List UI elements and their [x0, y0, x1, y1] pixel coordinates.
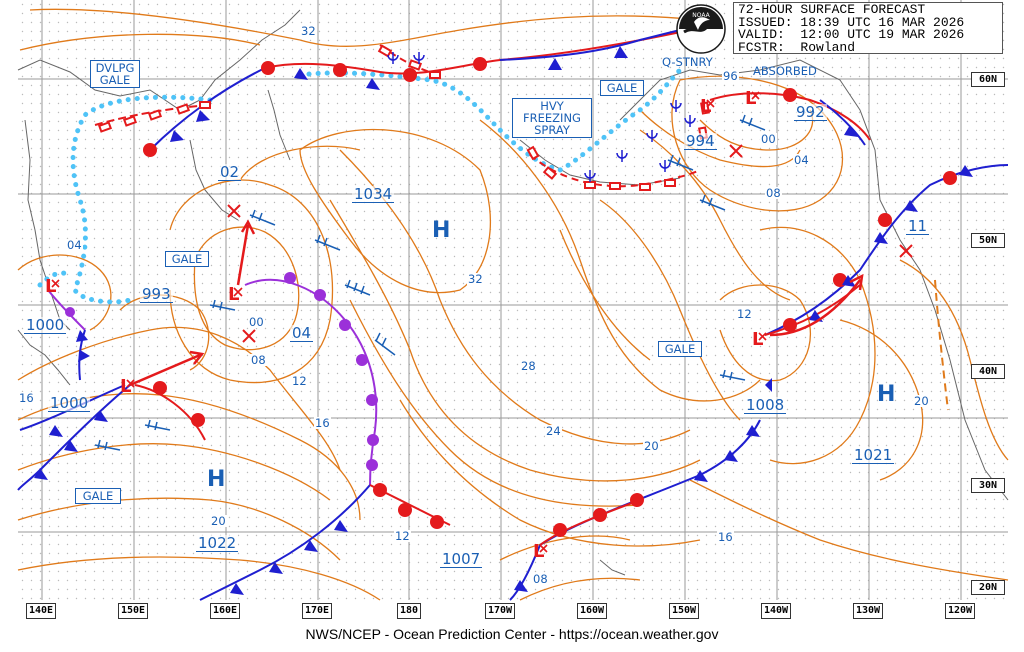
- lon-label-140e: 140E: [26, 603, 57, 619]
- isobar-label-12-east: 12: [736, 307, 753, 321]
- gale-southwest-label: GALE: [75, 488, 121, 504]
- lon-label-130w: 130W: [853, 603, 884, 619]
- pressure-1022: 1022: [196, 534, 239, 552]
- hvy-line-1: HVY: [540, 99, 564, 113]
- high-center-east: H: [877, 382, 896, 407]
- pressure-992: 992: [794, 103, 827, 121]
- lon-label-150w: 150W: [669, 603, 700, 619]
- freezing-spray-markers: [97, 44, 710, 191]
- noaa-logo-text: NOAA: [692, 12, 710, 19]
- pressure-04: 04: [290, 324, 314, 342]
- pressure-1021: 1021: [852, 446, 895, 464]
- icing-symbols: [387, 52, 696, 182]
- low-center-symbols: L L L L L L L: [45, 88, 763, 562]
- lon-label-120w: 120W: [945, 603, 976, 619]
- pressure-994: 994: [684, 132, 717, 150]
- isobar-label-12-low: 12: [291, 374, 308, 388]
- hvy-line-2: FREEZING: [523, 111, 581, 125]
- lat-label-30n: 30N: [971, 478, 1005, 493]
- occluded-front-pips: [65, 272, 379, 471]
- ice-edge: [37, 67, 683, 305]
- low-center-1000-south: L: [120, 376, 131, 397]
- header-line-1: 72-HOUR SURFACE FORECAST: [738, 2, 926, 17]
- low-center-992: L: [745, 88, 756, 109]
- isobar-label-08-south: 08: [532, 572, 549, 586]
- isobar-label-12-south: 12: [394, 529, 411, 543]
- isobar-label-96: 96: [722, 69, 739, 83]
- isobar-label-20-sw: 20: [210, 514, 227, 528]
- lon-label-150e: 150E: [118, 603, 149, 619]
- quasi-stationary-label: Q-STNRY: [662, 55, 713, 69]
- dvlpg-gale-label: DVLPG GALE: [90, 60, 140, 88]
- lon-label-160e: 160E: [210, 603, 241, 619]
- isobar-label-32-north: 32: [300, 24, 317, 38]
- pressure-1000-north: 1000: [24, 316, 67, 334]
- isobar-label-08-low: 08: [250, 353, 267, 367]
- lat-label-60n: 60N: [971, 72, 1005, 87]
- pressure-993: 993: [140, 285, 173, 303]
- forecast-header: 72-HOUR SURFACE FORECAST ISSUED: 18:39 U…: [733, 2, 1003, 54]
- header-line-3: VALID: 12:00 UTC 19 MAR 2026: [738, 27, 965, 43]
- low-center-1007: L: [533, 541, 544, 562]
- isobar-label-16-west: 16: [18, 391, 35, 405]
- isobar-label-00-ne: 00: [760, 132, 777, 146]
- pressure-11: 11: [906, 217, 930, 235]
- isobar-label-08-ne: 08: [765, 186, 782, 200]
- low-center-1000-north: L: [45, 276, 56, 297]
- dvlpg-gale-line-2: GALE: [99, 73, 131, 87]
- isobar-label-16-low: 16: [314, 416, 331, 430]
- isobar-label-04-ne: 04: [793, 153, 810, 167]
- gale-north-label: GALE: [600, 80, 644, 96]
- isobar-label-16-east: 16: [717, 530, 734, 544]
- low-center-1008: L: [752, 329, 763, 350]
- gale-west-label: GALE: [165, 251, 209, 267]
- warm-front-pips: [143, 57, 957, 537]
- isobar-label-20-mid: 20: [643, 439, 660, 453]
- low-center-993: L: [228, 284, 239, 305]
- footer-credit: NWS/NCEP - Ocean Prediction Center - htt…: [305, 626, 719, 642]
- dvlpg-gale-line-1: DVLPG: [95, 61, 135, 75]
- coastlines: [17, 9, 1009, 576]
- lon-label-140w: 140W: [761, 603, 792, 619]
- storm-track-arrows: [129, 219, 864, 387]
- lon-label-160w: 160W: [577, 603, 608, 619]
- isobar-label-24: 24: [545, 424, 562, 438]
- pressure-1007: 1007: [440, 550, 483, 568]
- isobar-label-32-mid: 32: [467, 272, 484, 286]
- lon-label-180: 180: [397, 603, 422, 619]
- high-center-north: H: [432, 218, 451, 243]
- isobar-label-20-east: 20: [913, 394, 930, 408]
- header-line-4: FCSTR: Rowland: [738, 39, 856, 55]
- pressure-1000-south: 1000: [48, 394, 91, 412]
- hvy-line-3: SPRAY: [534, 123, 570, 137]
- noaa-logo-icon: NOAA: [676, 4, 726, 54]
- absorbed-label: ABSORBED: [753, 64, 817, 78]
- lat-lon-grid: [18, 0, 1008, 600]
- header-line-2: ISSUED: 18:39 UTC 16 MAR 2026: [738, 14, 965, 30]
- wind-barbs: [94, 114, 766, 451]
- lat-label-20n: 20N: [971, 580, 1005, 595]
- isobar-label-28: 28: [520, 359, 537, 373]
- isobar-label-00-low: 00: [248, 315, 265, 329]
- high-center-southwest: H: [207, 467, 226, 492]
- lon-label-170w: 170W: [485, 603, 516, 619]
- future-position-markers: [227, 144, 913, 343]
- pressure-02: 02: [218, 163, 242, 181]
- pressure-1034: 1034: [352, 185, 395, 203]
- lat-label-50n: 50N: [971, 233, 1005, 248]
- low-center-994: L: [700, 96, 711, 117]
- gale-east-label: GALE: [658, 341, 702, 357]
- lat-label-40n: 40N: [971, 364, 1005, 379]
- lon-label-170e: 170E: [302, 603, 333, 619]
- heavy-freezing-spray-label: HVY FREEZING SPRAY: [512, 98, 592, 138]
- low-center-x-marks: [51, 91, 767, 553]
- isobar-label-04-west: 04: [66, 238, 83, 252]
- pressure-1008: 1008: [744, 396, 787, 414]
